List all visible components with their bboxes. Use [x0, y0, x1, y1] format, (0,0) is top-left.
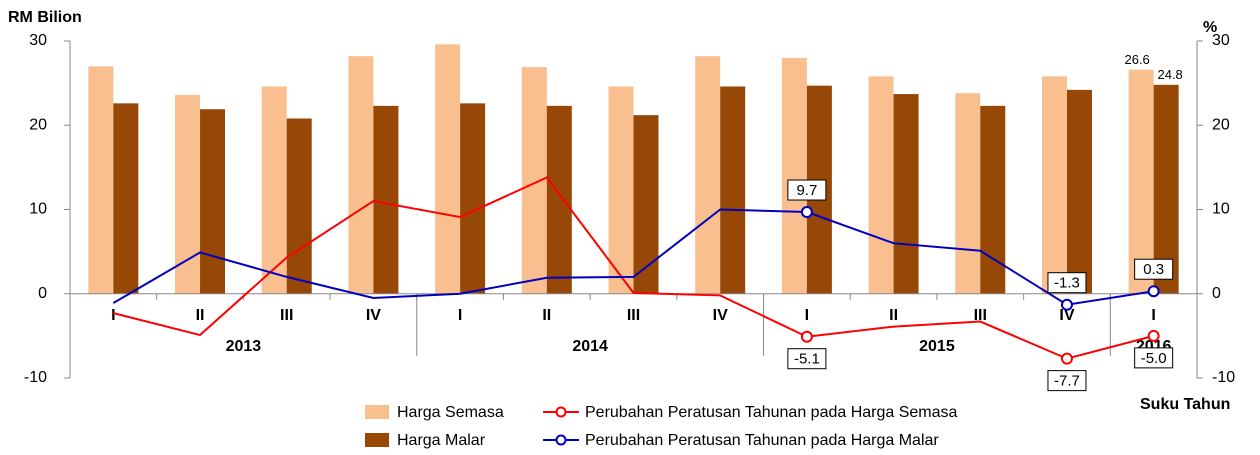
bar [893, 94, 919, 294]
line-value-label: -1.3 [1054, 275, 1080, 292]
x-tick-label: I [458, 307, 462, 324]
bar [521, 67, 547, 294]
line-value-label: -5.1 [794, 351, 820, 368]
legend-label: Harga Malar [397, 432, 486, 449]
bar [868, 76, 894, 294]
line-value-label: 9.7 [796, 182, 817, 199]
bar [113, 103, 139, 294]
bar [633, 115, 659, 294]
x-tick-label: IV [366, 307, 381, 324]
x-tick-label: II [542, 307, 551, 324]
x-tick-label: III [627, 307, 640, 324]
bar [980, 105, 1006, 294]
value-label-box [1047, 370, 1087, 392]
value-label-box [1134, 258, 1174, 280]
bar [286, 118, 312, 294]
line-value-label: -7.7 [1054, 373, 1080, 390]
bar [1041, 76, 1067, 294]
legend-label: Harga Semasa [397, 404, 504, 421]
x-group-label: 2013 [226, 338, 262, 355]
line-value-label: 0.3 [1143, 261, 1164, 278]
x-tick-label: IV [713, 307, 728, 324]
legend-marker [555, 434, 567, 446]
bar [1066, 89, 1092, 294]
line-point [800, 330, 813, 343]
bar [608, 86, 634, 294]
bar [1128, 69, 1154, 294]
line-point [1060, 298, 1073, 311]
x-tick-label: III [280, 307, 293, 324]
bar [460, 103, 486, 294]
bar [200, 109, 226, 294]
value-label-box [1047, 272, 1087, 294]
x-group-label: 2015 [919, 338, 955, 355]
y2-tick-label: -10 [1212, 369, 1235, 386]
legend-swatch [365, 433, 389, 447]
y-axis-title: RM Bilion [8, 9, 82, 26]
legend-marker [555, 406, 567, 418]
x-tick-label: I [1151, 307, 1155, 324]
bar [546, 105, 572, 294]
line-point [1147, 285, 1160, 298]
bar-value-label: 24.8 [1157, 67, 1182, 82]
legend-swatch [365, 405, 389, 419]
x-tick-label: II [889, 307, 898, 324]
y2-axis-title: % [1203, 19, 1217, 36]
y-tick-label: 0 [38, 285, 47, 302]
value-label-box [787, 179, 827, 201]
x-tick-label: II [196, 307, 205, 324]
x-tick-label: IV [1059, 307, 1074, 324]
legend-label: Perubahan Peratusan Tahunan pada Harga M… [585, 432, 939, 449]
x-axis-title: Suku Tahun [1140, 396, 1230, 413]
legend-label: Perubahan Peratusan Tahunan pada Harga S… [585, 404, 958, 421]
bar [720, 86, 746, 294]
bar [261, 86, 287, 294]
line-value-label: -5.0 [1141, 350, 1167, 367]
y-tick-label: 20 [29, 116, 47, 133]
y-tick-label: 30 [29, 32, 47, 49]
line [113, 176, 1154, 360]
y2-tick-label: 20 [1212, 116, 1230, 133]
y-tick-label: 10 [29, 201, 47, 218]
line-point [1060, 352, 1073, 365]
y2-tick-label: 0 [1212, 285, 1221, 302]
y-tick-label: -10 [24, 369, 47, 386]
bar [348, 56, 374, 294]
x-group-label: 2014 [572, 338, 608, 355]
line-point [1147, 329, 1160, 342]
line-point [800, 206, 813, 219]
bar-value-label: 26.6 [1124, 52, 1149, 67]
x-tick-label: I [805, 307, 809, 324]
value-label-box [1134, 347, 1174, 369]
y2-tick-label: 10 [1212, 201, 1230, 218]
bar [955, 93, 981, 294]
bar [695, 56, 721, 294]
bar [88, 66, 114, 294]
y2-tick-label: 30 [1212, 32, 1230, 49]
value-label-box [787, 348, 827, 370]
line [112, 208, 1154, 306]
bar [435, 44, 461, 294]
x-tick-label: I [111, 307, 115, 324]
bar [781, 57, 807, 294]
x-tick-label: III [974, 307, 987, 324]
bar [373, 105, 399, 294]
